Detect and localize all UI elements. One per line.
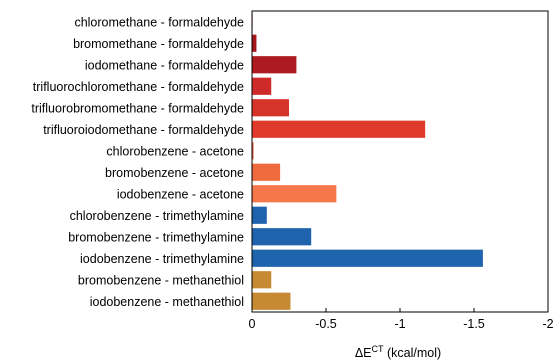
bar xyxy=(252,206,267,224)
x-axis-label-superscript: CT xyxy=(372,344,384,354)
bar xyxy=(252,228,312,246)
x-axis-label: ΔECT (kcal/mol) xyxy=(355,344,441,360)
bar xyxy=(252,142,254,160)
x-tick-label: -1 xyxy=(394,317,405,331)
bar xyxy=(252,163,281,181)
category-label: trifluorochloromethane - formaldehyde xyxy=(33,80,244,94)
bar xyxy=(252,77,272,95)
category-label: iodobenzene - acetone xyxy=(117,187,244,201)
category-label: iodobenzene - trimethylamine xyxy=(80,252,244,266)
x-tick-label: 0 xyxy=(249,317,256,331)
category-label: iodobenzene - methanethiol xyxy=(90,295,244,309)
x-tick-label: -1.5 xyxy=(463,317,485,331)
category-label: bromobenzene - methanethiol xyxy=(78,273,244,287)
bar xyxy=(252,34,257,52)
bar xyxy=(252,249,483,267)
bars-group xyxy=(252,13,483,310)
category-label: bromobenzene - trimethylamine xyxy=(68,230,244,244)
category-label: bromomethane - formaldehyde xyxy=(73,37,244,51)
category-label: trifluoroiodomethane - formaldehyde xyxy=(43,123,244,137)
bar xyxy=(252,120,426,138)
x-axis-label-main: ΔE xyxy=(355,346,372,360)
category-label: bromobenzene - acetone xyxy=(105,166,244,180)
category-label: iodomethane - formaldehyde xyxy=(85,58,244,72)
bar xyxy=(252,56,297,74)
category-labels: chloromethane - formaldehyde bromomethane… xyxy=(31,15,244,309)
bar xyxy=(252,99,289,117)
bar xyxy=(252,292,291,310)
category-label: chlorobenzene - trimethylamine xyxy=(70,209,244,223)
x-tick-label: -2 xyxy=(542,317,553,331)
x-tick-label: -0.5 xyxy=(315,317,337,331)
bar xyxy=(252,185,337,203)
category-label: chloromethane - formaldehyde xyxy=(74,15,244,29)
category-label: trifluorobromomethane - formaldehyde xyxy=(31,101,244,115)
x-axis-ticks: 0 -0.5 -1 -1.5 -2 xyxy=(249,308,554,331)
category-label: chlorobenzene - acetone xyxy=(106,144,244,158)
x-axis-label-unit: (kcal/mol) xyxy=(384,346,442,360)
bar xyxy=(252,271,272,289)
